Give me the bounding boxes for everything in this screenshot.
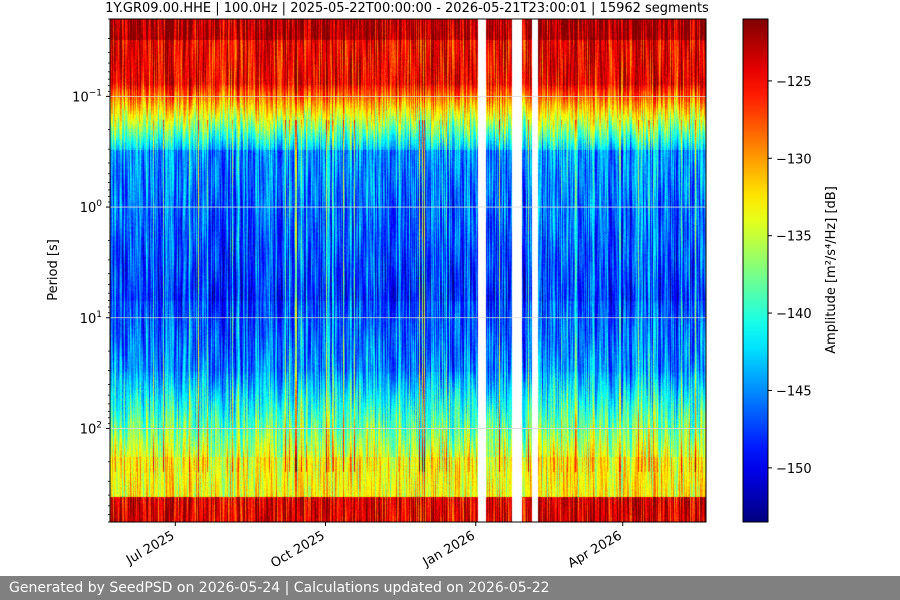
colorbar-tick-label-3: −140 [776,307,812,322]
x-axis: Jul 2025 Oct 2025 Jan 2026 Apr 2026 [123,522,625,571]
colorbar: −125 −130 −135 −140 −145 −150 [742,18,812,523]
colorbar-gradient [742,18,769,523]
spectrogram-chart: 1Y.GR09.00.HHE | 100.0Hz | 2025-05-22T00… [46,1,839,571]
spectrogram-heatmap [110,19,706,522]
colorbar-tick-label-2: −135 [776,230,812,245]
x-tick-label-0: Jul 2025 [123,528,177,568]
y-tick-label-1: 100 [80,199,103,216]
plot-area [109,18,707,523]
y-axis-label: Period [s] [46,239,61,301]
y-tick-label-0: 10−1 [72,88,102,105]
y-axis: 10−1 100 101 102 [72,18,110,523]
x-tick-label-2: Jan 2026 [420,528,478,570]
colorbar-label: Amplitude [m²/s⁴/Hz] [dB] [824,186,839,354]
colorbar-tick-label-0: −125 [776,75,812,90]
chart-title: 1Y.GR09.00.HHE | 100.0Hz | 2025-05-22T00… [105,1,709,16]
footer-text: Generated by SeedPSD on 2026-05-24 | Cal… [0,576,900,600]
y-tick-label-3: 102 [80,420,102,437]
colorbar-tick-label-5: −150 [776,462,812,477]
colorbar-tick-label-4: −145 [776,384,812,399]
x-tick-label-1: Oct 2025 [268,528,327,571]
plot-frame [109,18,707,523]
y-tick-label-2: 101 [80,310,102,327]
x-tick-label-3: Apr 2026 [566,528,625,571]
colorbar-tick-label-1: −130 [776,152,812,167]
